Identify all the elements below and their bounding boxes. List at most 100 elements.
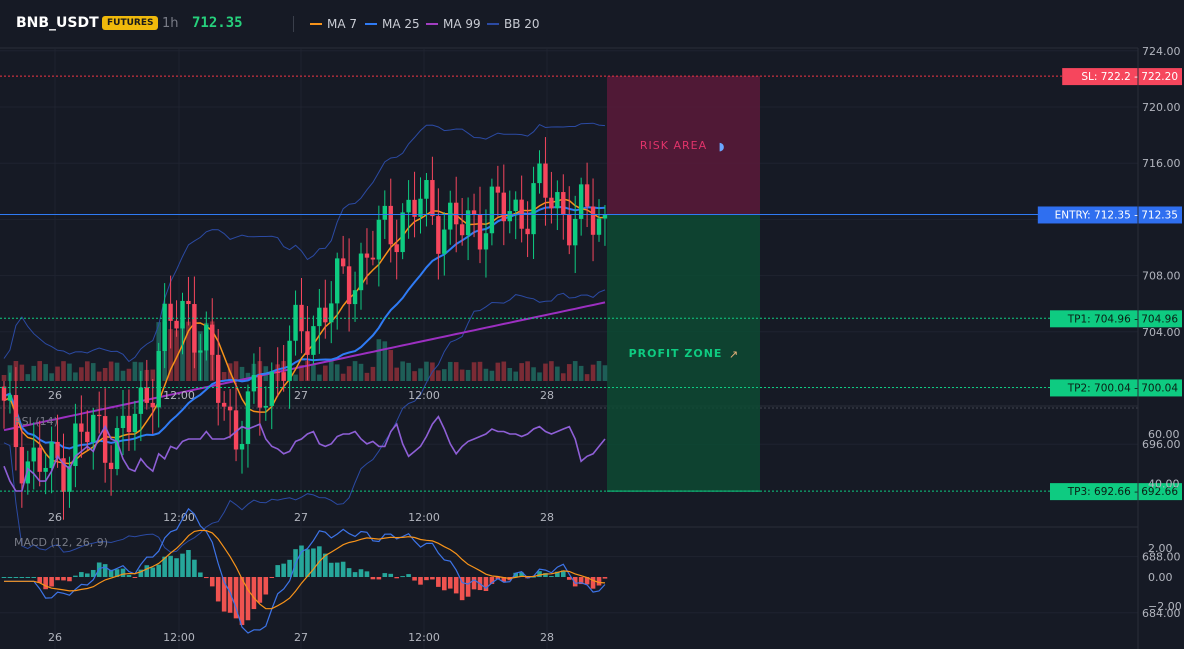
price-tick-label: 728.00 (1142, 0, 1181, 2)
macd-histogram-bar (233, 577, 239, 619)
macd-histogram-bar (442, 577, 447, 591)
macd-histogram-bar (55, 577, 60, 581)
macd-histogram-bar (114, 569, 120, 577)
candle-body (61, 458, 66, 492)
candle-body (382, 205, 387, 220)
candle-body (67, 466, 72, 492)
symbol-label[interactable]: BNB_USDT (16, 15, 99, 31)
macd-histogram-bar (400, 576, 405, 578)
candle-body (543, 163, 548, 198)
sl-tag: SL: 722.2 - 722.20 (1081, 71, 1178, 83)
candle-body (204, 324, 209, 351)
macd-histogram-bar (370, 577, 376, 580)
legend-ma7[interactable]: MA 7 (310, 17, 357, 31)
candle-body (436, 216, 441, 254)
profit-zone (607, 214, 760, 492)
candle-body (108, 462, 114, 470)
macd-histogram-bar (501, 577, 507, 582)
price-tick-label: 688.00 (1142, 551, 1181, 564)
macd-histogram-bar (555, 571, 560, 577)
candle-body (150, 402, 155, 408)
volume-bar (376, 339, 382, 381)
chart-header: BNB_USDT FUTURES 1h 712.35 MA 7 MA 25 MA… (0, 0, 1184, 48)
volume-bars (1, 321, 608, 381)
macd-histogram-bar (549, 576, 554, 578)
time-tick-label: 27 (294, 631, 308, 644)
volume-bar (328, 361, 334, 381)
volume-bar (543, 363, 548, 381)
volume-bar (406, 362, 411, 381)
macd-histogram-bar (471, 577, 477, 590)
macd-histogram-bar (204, 577, 209, 579)
macd-histogram-bar (281, 563, 286, 577)
candle-body (73, 423, 78, 467)
macd-histogram-bar (602, 577, 608, 579)
macd-histogram-bar (412, 577, 417, 581)
legend-ma25[interactable]: MA 25 (365, 17, 420, 31)
volume-bar (25, 374, 31, 381)
macd-histogram-bar (257, 577, 263, 603)
macd-histogram-bar (358, 569, 364, 577)
macd-histogram-bar (150, 567, 156, 577)
tp2-tag-bg (1050, 379, 1182, 397)
volume-bar (370, 366, 376, 381)
macd-histogram-bar (513, 572, 518, 577)
macd-histogram-bar (406, 574, 411, 577)
time-tick-label: 28 (540, 389, 554, 402)
macd-histogram-bar (108, 569, 114, 577)
risk-area-label: RISK AREA (640, 139, 707, 152)
tp3-tag-bg (1050, 483, 1182, 501)
candle-body (43, 467, 48, 472)
macd-histogram-bar (7, 577, 13, 578)
volume-bar (73, 372, 78, 381)
volume-bar (566, 364, 572, 381)
legend-bb20[interactable]: BB 20 (487, 17, 540, 31)
candle-body (459, 224, 465, 236)
macd-histogram-bar (453, 577, 459, 594)
rsi-tick-label: 40.00 (1148, 478, 1180, 491)
legend-ma99[interactable]: MA 99 (426, 17, 481, 31)
macd-histogram-bar (328, 562, 334, 577)
volume-bar (19, 364, 25, 381)
macd-histogram-bar (346, 568, 352, 577)
volume-bar (471, 362, 477, 381)
macd-histogram-bar (102, 564, 108, 577)
candle-body (126, 415, 132, 433)
candle-body (186, 300, 191, 305)
volume-bar (61, 361, 66, 381)
ma99-line (3, 301, 606, 432)
macd-tick-label: 0.00 (1148, 571, 1173, 584)
macd-histogram-bar (162, 556, 167, 577)
volume-bar (1, 375, 7, 381)
candle-body (489, 186, 495, 234)
candle-body (55, 441, 60, 459)
macd-histogram-bar (198, 572, 203, 577)
volume-bar (531, 367, 536, 381)
timeframe-label[interactable]: 1h (162, 16, 179, 31)
volume-bar (394, 367, 399, 381)
volume-bar (132, 361, 138, 381)
macd-histogram-bar (388, 573, 394, 577)
macd-histogram-bar (186, 550, 191, 577)
macd-histogram-bar (323, 553, 328, 577)
volume-bar (561, 373, 566, 381)
time-tick-label: 28 (540, 511, 554, 524)
candle-body (561, 192, 566, 215)
volume-bar (108, 361, 114, 381)
candle-body (448, 202, 453, 230)
volume-bar (79, 367, 84, 381)
macd-histogram-bar (138, 569, 144, 577)
volume-bar (572, 361, 578, 381)
volume-bar (495, 362, 501, 381)
volume-bar (418, 368, 423, 381)
macd-histogram-bar (311, 548, 316, 577)
candle-body (257, 374, 263, 408)
macd-histogram-bar (263, 577, 269, 595)
macd-histogram-bar (126, 574, 132, 577)
candle-body (412, 199, 417, 217)
candle-body (501, 192, 506, 222)
volume-bar (233, 361, 239, 381)
macd-histogram-bar (61, 577, 66, 581)
volume-bar (477, 361, 483, 381)
